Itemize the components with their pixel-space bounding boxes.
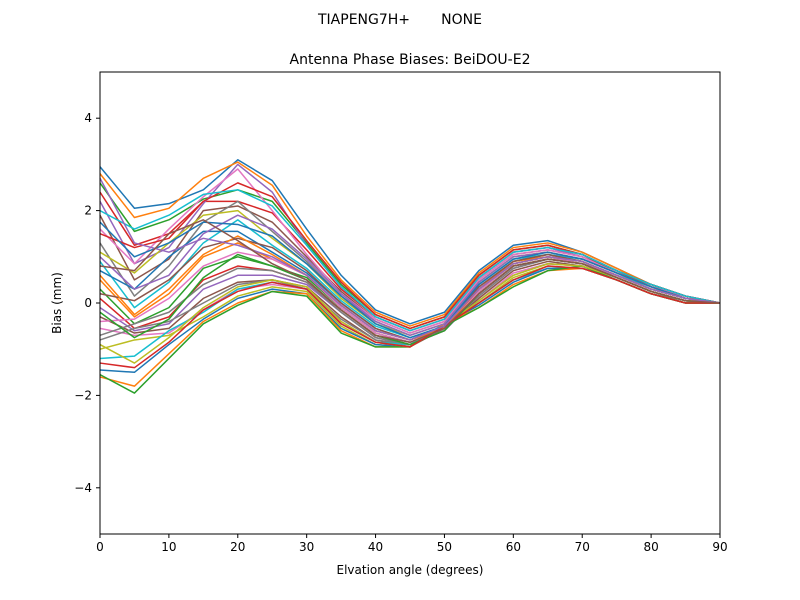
y-tick-label: 4 — [84, 111, 92, 125]
series-lines — [99, 159, 721, 394]
y-axis-label: Bias (mm) — [50, 272, 64, 334]
y-tick-label: 2 — [84, 204, 92, 218]
series-line-30 — [99, 189, 721, 332]
x-tick-label: 40 — [368, 540, 383, 554]
series-line-2 — [99, 161, 721, 327]
y-tick-label: 0 — [84, 296, 92, 310]
x-axis-label: Elvation angle (degrees) — [337, 563, 484, 577]
x-tick-label: 0 — [96, 540, 104, 554]
series-line-31 — [99, 221, 721, 339]
x-tick-label: 30 — [299, 540, 314, 554]
series-line-35 — [99, 177, 721, 341]
x-tick-label: 50 — [437, 540, 452, 554]
x-tick-label: 70 — [575, 540, 590, 554]
series-line-23 — [99, 265, 720, 394]
x-tick-label: 60 — [506, 540, 521, 554]
series-line-34 — [99, 265, 720, 369]
plot-frame — [99, 71, 721, 535]
x-axis: 0 10 20 30 40 50 60 70 80 90 — [96, 534, 728, 554]
x-tick-label: 10 — [161, 540, 176, 554]
x-tick-label: 90 — [712, 540, 727, 554]
x-tick-label: 20 — [230, 540, 245, 554]
series-line-6 — [99, 205, 721, 334]
chart-title: Antenna Phase Biases: BeiDOU-E2 — [290, 52, 531, 68]
y-tick-label: −2 — [74, 388, 92, 402]
figure-title: TIAPENG7H+ NONE — [317, 12, 482, 28]
x-tick-label: 80 — [643, 540, 658, 554]
y-tick-label: −4 — [74, 481, 92, 495]
y-axis: −4 −2 0 2 4 — [74, 111, 100, 495]
series-line-5 — [99, 163, 721, 332]
series-line-36 — [99, 219, 721, 344]
